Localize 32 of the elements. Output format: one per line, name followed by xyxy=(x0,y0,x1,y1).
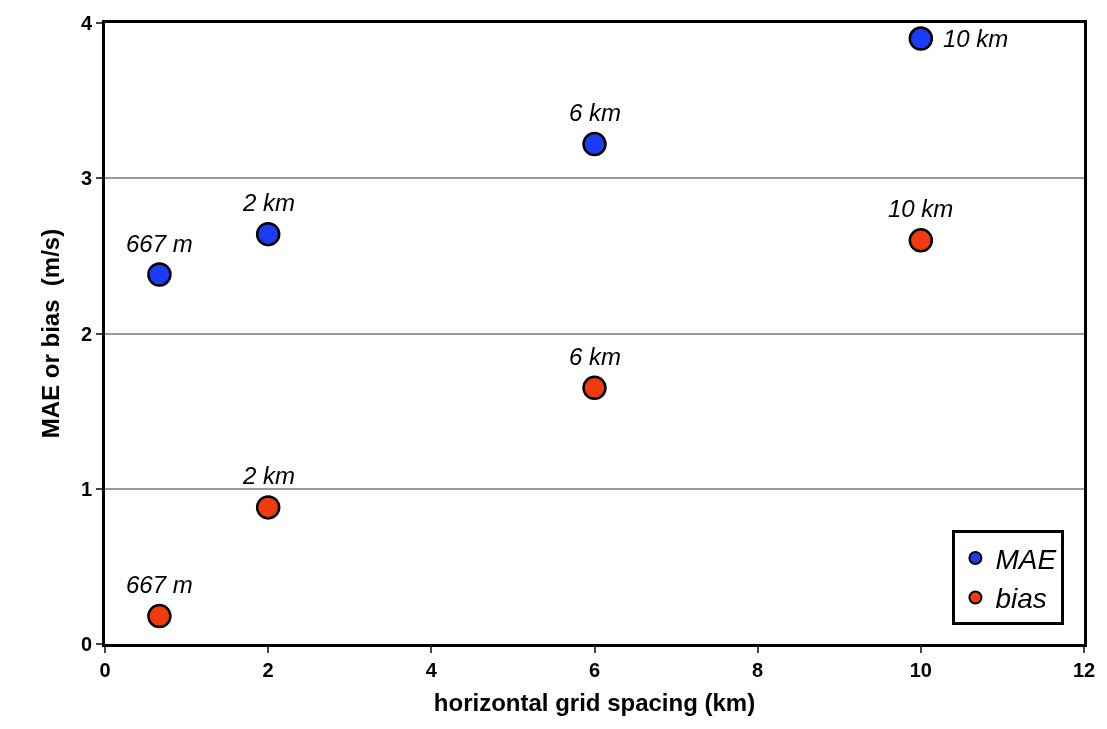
point xyxy=(147,262,172,287)
y-tick-label: 4 xyxy=(80,12,93,34)
legend-label: MAE xyxy=(995,543,1057,575)
x-tick-label: 12 xyxy=(1072,659,1096,681)
y-tick-label: 2 xyxy=(80,322,92,345)
x-tick-label: 2 xyxy=(262,659,274,681)
y-tick-label: 3 xyxy=(80,167,92,190)
y-tick-label: 1 xyxy=(80,477,92,500)
point xyxy=(908,228,934,253)
x-tick-label: 6 xyxy=(588,659,601,681)
legend-label: bias xyxy=(995,583,1047,615)
point xyxy=(582,375,607,401)
annotation: 6 km xyxy=(569,99,622,126)
annotation: 2 km xyxy=(242,462,296,489)
point xyxy=(255,495,281,520)
point xyxy=(908,26,934,51)
annotation: 667 m xyxy=(126,230,193,257)
point xyxy=(147,603,172,629)
point xyxy=(582,131,607,157)
y-axis-title: MAE or bias (m/s) xyxy=(36,228,64,439)
annotation: 10 km xyxy=(943,25,1009,52)
x-tick-label: 0 xyxy=(99,659,111,681)
annotation: 10 km xyxy=(888,195,954,222)
y-tick-label: 0 xyxy=(80,633,92,655)
x-tick-label: 4 xyxy=(425,659,438,681)
annotation: 667 m xyxy=(126,571,193,598)
point xyxy=(255,221,281,247)
x-tick-label: 8 xyxy=(752,659,764,681)
annotation: 2 km xyxy=(242,189,296,216)
x-axis-title: horizontal grid spacing (km) xyxy=(433,689,756,717)
annotation: 6 km xyxy=(569,343,622,370)
x-tick-label: 10 xyxy=(909,659,932,681)
